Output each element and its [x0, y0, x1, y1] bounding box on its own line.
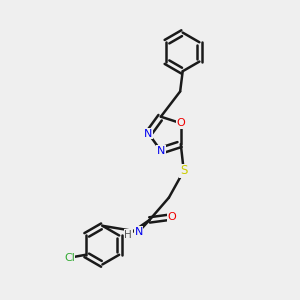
Text: O: O — [167, 212, 176, 222]
Text: N: N — [157, 146, 165, 156]
Text: N: N — [144, 129, 153, 139]
Text: S: S — [180, 164, 188, 177]
Text: H: H — [124, 230, 132, 240]
Text: N: N — [134, 227, 143, 237]
Text: O: O — [176, 118, 185, 128]
Text: Cl: Cl — [64, 253, 75, 263]
